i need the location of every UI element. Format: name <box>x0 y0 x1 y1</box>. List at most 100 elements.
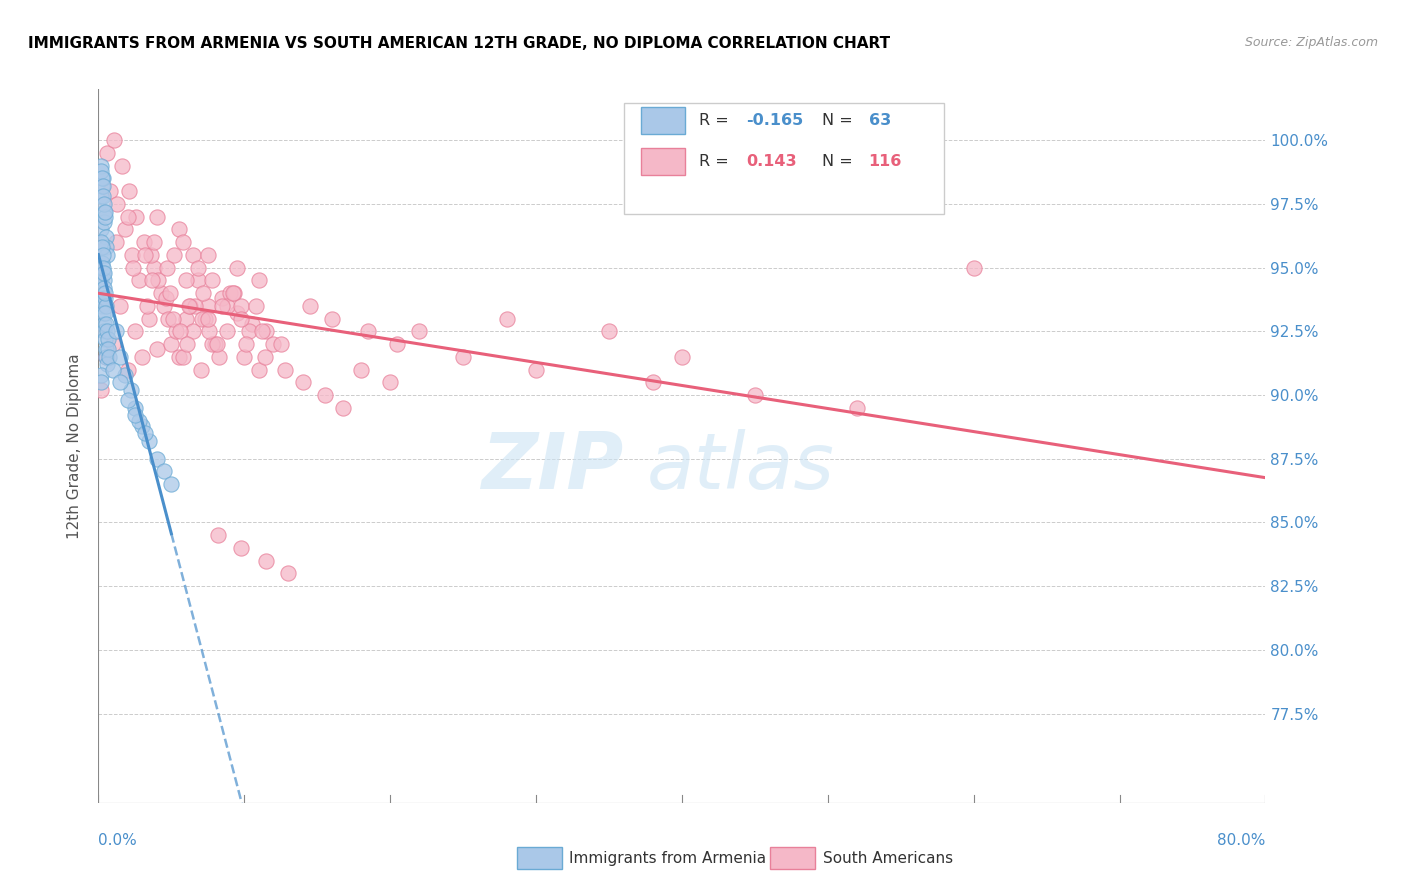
Point <box>231 311 253 326</box>
Point <box>90 171 112 186</box>
Point <box>93 266 115 280</box>
Point <box>96 145 118 160</box>
Point <box>208 350 231 364</box>
Point <box>90 222 112 236</box>
Point <box>91 255 114 269</box>
Point <box>134 248 156 262</box>
Point <box>201 337 224 351</box>
Point <box>197 248 219 262</box>
Point <box>105 197 128 211</box>
Point <box>93 324 115 338</box>
Point <box>174 273 197 287</box>
Point <box>101 337 124 351</box>
Point <box>96 324 118 338</box>
Point <box>91 248 114 262</box>
Point <box>245 299 267 313</box>
Point <box>197 299 219 313</box>
Point <box>172 235 194 249</box>
Point <box>198 324 221 338</box>
Point <box>291 376 314 390</box>
Point <box>117 362 139 376</box>
Point <box>641 376 664 390</box>
Point <box>172 350 194 364</box>
Text: N =: N = <box>823 113 858 128</box>
Point <box>96 350 118 364</box>
Point <box>357 324 380 338</box>
Point <box>231 299 253 313</box>
Point <box>226 260 249 275</box>
Point <box>160 477 183 491</box>
Point <box>94 291 117 305</box>
Point <box>387 337 409 351</box>
Point <box>191 311 214 326</box>
Text: atlas: atlas <box>647 429 835 506</box>
Point <box>524 362 547 376</box>
Point <box>156 260 179 275</box>
Text: 116: 116 <box>869 153 903 169</box>
Text: South Americans: South Americans <box>823 851 953 865</box>
Point <box>211 299 233 313</box>
Point <box>98 184 121 198</box>
Point <box>157 311 180 326</box>
Point <box>94 299 117 313</box>
Point <box>380 376 402 390</box>
Point <box>139 248 162 262</box>
Text: 0.0%: 0.0% <box>98 833 138 848</box>
Point <box>218 286 240 301</box>
Point <box>114 222 136 236</box>
Point <box>350 362 373 376</box>
Point <box>117 393 139 408</box>
Point <box>90 159 112 173</box>
Point <box>101 362 124 376</box>
Point <box>160 337 183 351</box>
Point <box>204 337 226 351</box>
Point <box>671 350 693 364</box>
Point <box>207 528 229 542</box>
Point <box>174 311 197 326</box>
Point <box>167 222 190 236</box>
Point <box>247 273 270 287</box>
FancyBboxPatch shape <box>624 103 945 214</box>
Point <box>238 324 260 338</box>
Text: -0.165: -0.165 <box>747 113 803 128</box>
Point <box>197 311 219 326</box>
Point <box>118 184 141 198</box>
Point <box>298 299 321 313</box>
Point <box>215 324 238 338</box>
Point <box>90 376 112 390</box>
Point <box>263 337 285 351</box>
Point <box>190 362 212 376</box>
Point <box>222 286 245 301</box>
FancyBboxPatch shape <box>641 148 685 175</box>
Point <box>120 383 142 397</box>
Point <box>247 362 270 376</box>
Point <box>274 362 297 376</box>
Point <box>111 159 134 173</box>
Point <box>90 368 112 382</box>
Point <box>205 337 228 351</box>
Point <box>110 350 132 364</box>
Point <box>187 273 209 287</box>
Point <box>211 291 233 305</box>
Point <box>94 306 117 320</box>
Point <box>250 324 273 338</box>
Point <box>215 299 238 313</box>
Point <box>165 324 187 338</box>
Point <box>235 337 257 351</box>
Point <box>96 240 118 254</box>
Point <box>146 342 169 356</box>
Point <box>90 240 112 254</box>
Point <box>90 273 112 287</box>
Point <box>91 260 114 275</box>
Point <box>496 311 519 326</box>
Point <box>744 388 766 402</box>
Point <box>131 350 153 364</box>
Text: 80.0%: 80.0% <box>1218 833 1265 848</box>
Point <box>231 541 253 555</box>
Point <box>93 197 115 211</box>
Point <box>91 171 114 186</box>
Point <box>153 299 176 313</box>
Point <box>332 401 354 415</box>
Point <box>159 286 181 301</box>
FancyBboxPatch shape <box>641 107 685 134</box>
